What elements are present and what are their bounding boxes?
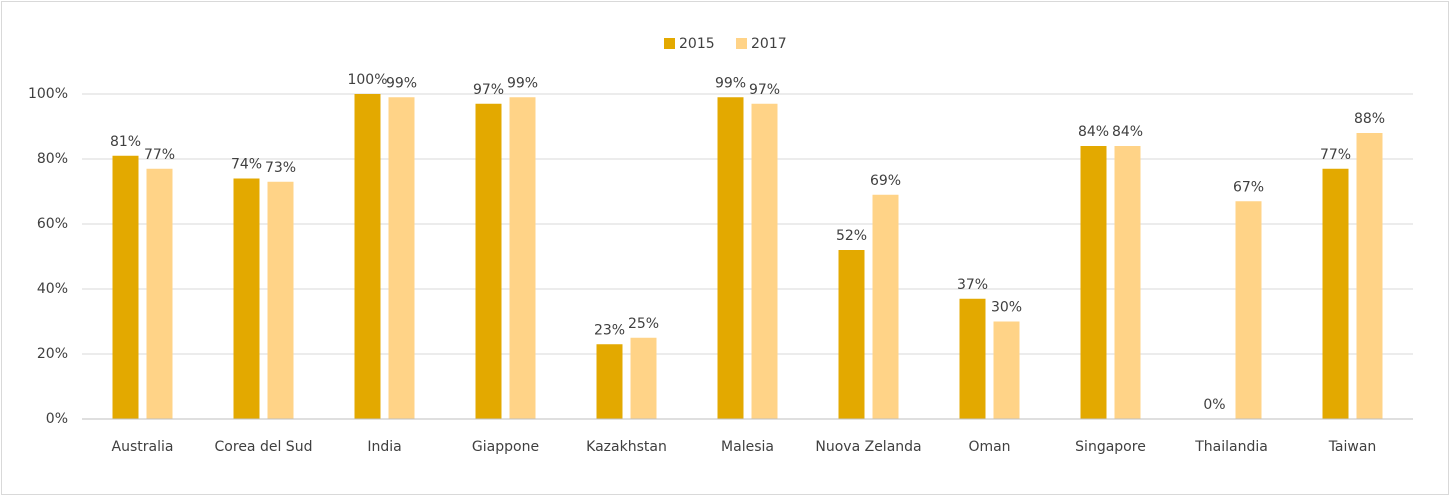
bar <box>717 97 744 419</box>
bar <box>388 97 415 419</box>
value-label: 30% <box>991 300 1022 316</box>
y-tick-label: 20% <box>37 346 68 362</box>
y-tick-label: 80% <box>37 151 68 167</box>
y-tick-label: 100% <box>28 86 68 102</box>
value-label: 84% <box>1078 124 1109 140</box>
value-label: 100% <box>347 72 387 88</box>
x-tick-label: Nuova Zelanda <box>815 439 921 455</box>
x-tick-label: Thailandia <box>1194 439 1268 455</box>
bar <box>959 298 986 419</box>
x-tick-label: Singapore <box>1075 439 1146 455</box>
value-label: 84% <box>1112 124 1143 140</box>
bar <box>475 103 502 419</box>
x-tick-label: Giappone <box>472 439 539 455</box>
value-label: 37% <box>957 277 988 293</box>
value-label: 99% <box>715 75 746 91</box>
y-tick-label: 40% <box>37 281 68 297</box>
bar <box>267 181 294 419</box>
bar <box>233 178 260 419</box>
value-label: 52% <box>836 228 867 244</box>
x-tick-label: Malesia <box>721 439 774 455</box>
bar <box>751 103 778 419</box>
value-label: 99% <box>507 75 538 91</box>
legend-label: 2015 <box>679 36 715 52</box>
x-tick-label: Oman <box>968 439 1010 455</box>
bar <box>630 337 657 419</box>
value-label: 74% <box>231 157 262 173</box>
bar <box>596 344 623 419</box>
value-label: 0% <box>1203 397 1225 413</box>
x-tick-label: Australia <box>112 439 174 455</box>
bar <box>993 321 1020 419</box>
legend-label: 2017 <box>751 36 787 52</box>
bar <box>1356 133 1383 419</box>
bar <box>1114 146 1141 419</box>
value-label: 67% <box>1233 179 1264 195</box>
bar <box>509 97 536 419</box>
y-tick-label: 0% <box>46 411 68 427</box>
value-label: 25% <box>628 316 659 332</box>
x-tick-label: Taiwan <box>1328 439 1377 455</box>
value-label: 73% <box>265 160 296 176</box>
value-label: 81% <box>110 134 141 150</box>
value-label: 69% <box>870 173 901 189</box>
value-label: 97% <box>749 82 780 98</box>
value-label: 88% <box>1354 111 1385 127</box>
bar <box>1080 146 1107 419</box>
value-label: 77% <box>144 147 175 163</box>
x-tick-label: India <box>367 439 401 455</box>
y-tick-label: 60% <box>37 216 68 232</box>
value-label: 77% <box>1320 147 1351 163</box>
value-label: 23% <box>594 322 625 338</box>
bar <box>1235 201 1262 419</box>
bar <box>838 250 865 419</box>
bar <box>872 194 899 419</box>
value-label: 99% <box>386 75 417 91</box>
bar <box>146 168 173 419</box>
value-label: 97% <box>473 82 504 98</box>
bar <box>354 94 381 419</box>
bar <box>1322 168 1349 419</box>
x-tick-label: Kazakhstan <box>586 439 667 455</box>
x-tick-label: Corea del Sud <box>215 439 313 455</box>
legend-swatch <box>664 38 675 49</box>
legend-swatch <box>736 38 747 49</box>
bar <box>112 155 139 419</box>
